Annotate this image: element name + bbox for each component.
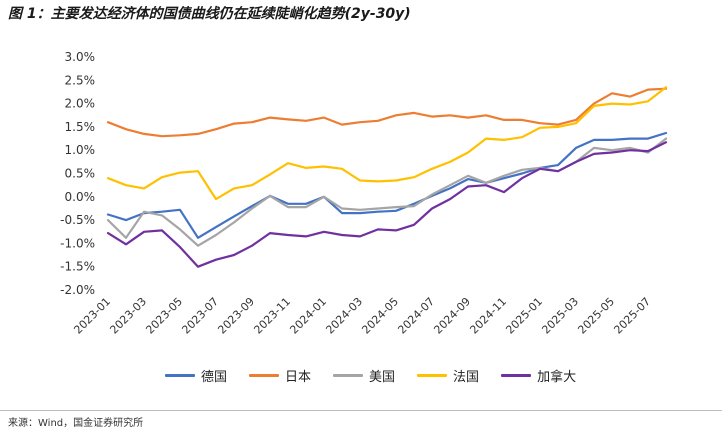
y-tick-label: -1.5% — [60, 260, 95, 274]
y-tick-label: 0.0% — [65, 190, 96, 204]
legend-swatch — [417, 374, 448, 377]
legend-swatch — [165, 374, 195, 377]
x-tick-label: 2025-07 — [611, 295, 653, 337]
y-tick-label: 2.5% — [65, 73, 96, 87]
legend-label: 美国 — [369, 370, 396, 385]
legend-swatch — [249, 374, 280, 377]
x-tick-label: 2023-07 — [179, 295, 221, 337]
y-axis-ticks: 3.0% 2.5% 2.0% 1.5% 1.0% 0.5% 0.0% -0.5% -1.0% -1… — [60, 50, 95, 297]
x-tick-label: 2024-11 — [467, 295, 509, 337]
legend-item: 加拿大 — [501, 366, 576, 385]
x-tick-label: 2024-01 — [287, 295, 329, 337]
chart-title: 图 1：主要发达经济体的国债曲线仍在延续陡峭化趋势(2y-30y) — [8, 6, 411, 22]
source-note: 来源：Wind，国金证券研究所 — [8, 418, 144, 429]
x-tick-label: 2024-07 — [395, 295, 437, 337]
legend-item: 美国 — [333, 366, 395, 385]
y-tick-label: -0.5% — [60, 213, 95, 227]
series-line-0 — [106, 131, 668, 239]
legend-label: 法国 — [453, 370, 480, 385]
y-tick-label: -1.0% — [60, 236, 95, 250]
legend-swatch — [333, 374, 364, 377]
legend-item: 德国 — [165, 366, 227, 385]
legend-label: 加拿大 — [537, 370, 577, 385]
x-axis-ticks: 2023-012023-032023-052023-072023-092023-… — [71, 295, 653, 337]
y-tick-label: 0.5% — [65, 167, 96, 181]
x-tick-label: 2025-03 — [539, 295, 581, 337]
x-tick-label: 2023-03 — [107, 295, 149, 337]
x-tick-label: 2024-09 — [431, 295, 473, 337]
series-line-1 — [106, 87, 668, 138]
legend-label: 德国 — [201, 370, 228, 385]
source-divider — [0, 410, 722, 411]
x-tick-label: 2025-05 — [575, 295, 617, 337]
series-line-4 — [106, 141, 668, 268]
x-tick-label: 2023-11 — [251, 295, 293, 337]
x-tick-label: 2025-01 — [503, 295, 545, 337]
x-tick-label: 2023-05 — [143, 295, 185, 337]
x-tick-label: 2024-03 — [323, 295, 365, 337]
y-tick-label: -2.0% — [60, 283, 95, 297]
series-line-3 — [106, 86, 668, 201]
y-tick-label: 1.5% — [65, 120, 96, 134]
legend-swatch — [501, 374, 532, 377]
y-tick-label: 1.0% — [65, 143, 96, 157]
y-tick-label: 3.0% — [65, 50, 96, 64]
x-tick-label: 2024-05 — [359, 295, 401, 337]
x-tick-label: 2023-01 — [71, 295, 113, 337]
x-tick-label: 2023-09 — [215, 295, 257, 337]
legend-item: 法国 — [417, 366, 479, 385]
legend: 德国 日本 美国 法国 加拿大 — [165, 366, 576, 385]
legend-item: 日本 — [249, 366, 311, 385]
y-tick-label: 2.0% — [65, 97, 96, 111]
legend-label: 日本 — [285, 370, 312, 385]
series-lines — [106, 86, 668, 268]
